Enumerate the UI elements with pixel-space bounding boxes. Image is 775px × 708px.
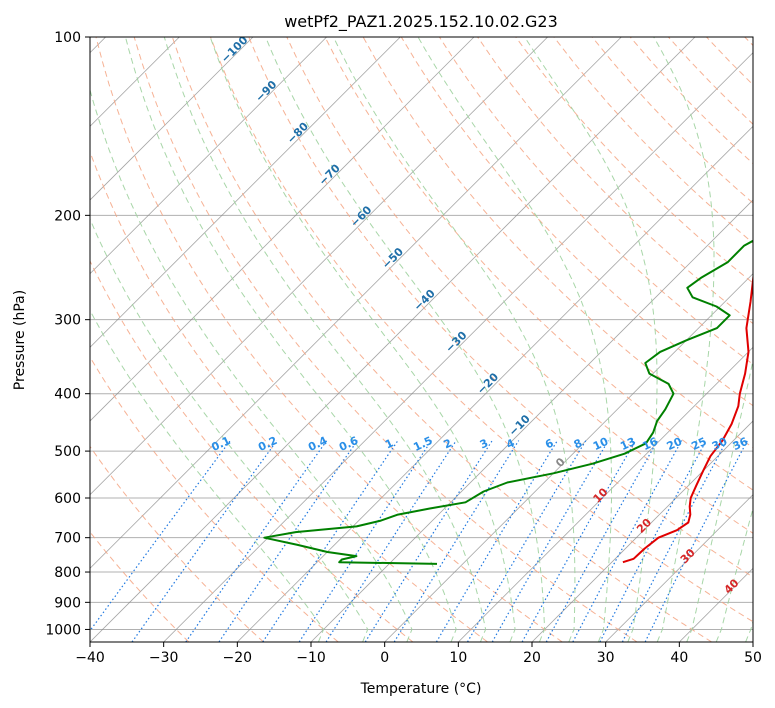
mixing-ratio-label: 20 [665,435,685,453]
isotherm-line [90,37,327,275]
isotherm-line [90,37,254,201]
y-tick-label: 400 [54,387,81,403]
x-tick-label: 0 [380,650,389,666]
x-tick-label: −40 [75,650,105,666]
dry-adiabat-line [90,259,414,642]
moist-adiabat-line [90,309,325,642]
isotherm-line [90,37,475,422]
dry-adiabat-line [90,445,264,642]
chart-title: wetPf2_PAZ1.2025.152.10.02.G23 [284,12,558,32]
dry-adiabat-line [286,37,753,534]
x-tick-label: 10 [449,650,467,666]
moist-adiabat-line [90,217,369,642]
moist-adiabat-line [209,37,516,642]
mixing-ratio-label: 30 [710,435,730,453]
mixing-ratio-line [90,440,231,632]
isotherm-line [163,52,753,642]
y-tick-label: 200 [54,208,81,224]
y-tick-label: 1000 [45,622,81,638]
moist-adiabat-line [163,37,487,642]
moist-adiabat-line [125,37,457,642]
mixing-ratio-label: 36 [731,435,751,453]
moist-adiabat-line [524,37,658,642]
mixing-ratio-line [644,440,748,642]
moist-adiabat-line [715,506,753,642]
x-tick-label: 20 [523,650,541,666]
dry-adiabat-line [210,37,753,623]
mixing-ratio-line [466,440,587,642]
y-tick-label: 800 [54,565,81,581]
moist-adiabat-line [653,37,715,642]
moist-adiabat-line [417,37,612,642]
isotherm-line [605,494,753,642]
moist-adiabat-line [265,37,546,642]
dry-adiabat-line [248,37,753,578]
dry-adiabat-line [90,356,339,642]
isotherm-line [90,37,622,569]
mixing-ratio-label: 25 [689,435,708,453]
moist-adiabat-line [332,37,576,642]
dry-adiabat-line [324,37,753,491]
y-tick-label: 700 [54,531,81,547]
mixing-ratio-line [131,440,278,642]
mixing-ratio-line [325,440,457,642]
y-tick-label: 300 [54,313,81,329]
x-tick-label: 40 [670,650,688,666]
mixing-ratio-line [393,440,520,642]
mixing-ratio-label: 10 [591,435,611,453]
dewpoint-line [263,239,753,565]
y-tick-label: 500 [54,444,81,460]
x-tick-label: −20 [223,650,253,666]
isotherm-line [90,37,548,496]
temperature-line [622,271,753,564]
mixing-ratio-label: 16 [640,435,660,453]
isotherm-line [531,420,753,642]
y-tick-label: 900 [54,595,81,611]
mixing-ratio-line [262,440,399,642]
plot-frame [89,36,754,643]
isotherm-line [90,37,401,348]
x-tick-label: −30 [149,650,179,666]
dry-adiabat-line [515,37,753,284]
mixing-ratio-line [491,440,609,642]
x-tick-label: 50 [744,650,762,666]
mixing-ratio-line [298,440,432,642]
isotherm-line [458,346,753,642]
mixing-ratio-line [572,440,683,642]
isotherm-line [90,37,696,642]
x-tick-label: 30 [597,650,615,666]
mixing-ratio-line [545,440,659,642]
mixing-ratio-line [185,440,328,642]
moist-adiabat-line [90,88,413,642]
x-tick-label: −10 [296,650,326,666]
mixing-ratio-line [521,440,637,642]
y-tick-label: 600 [54,491,81,507]
moist-adiabat-line [686,358,753,642]
mixing-ratio-line [435,440,558,642]
isotherm-line [237,125,753,642]
mixing-ratio-label: 13 [618,435,637,453]
y-tick-label: 100 [54,30,81,46]
y-axis-label: Pressure (hPa) [12,290,28,390]
dry-adiabat-line [95,37,563,642]
x-axis-label: Temperature (°C) [360,681,482,697]
mixing-ratio-line [364,440,493,642]
